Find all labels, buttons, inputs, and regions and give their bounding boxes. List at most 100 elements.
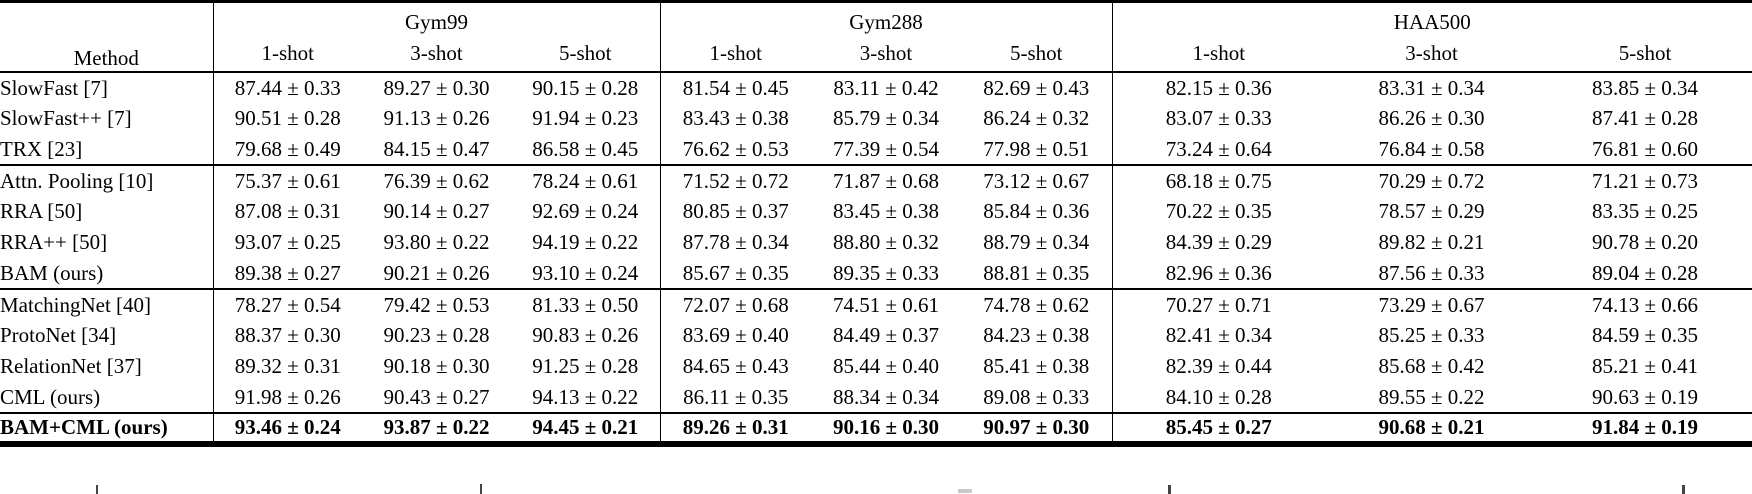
table-row: Attn. Pooling [10] 75.37 ± 0.61 76.39 ± 0.… <box>0 165 1752 196</box>
value-cell: 84.59 ± 0.35 <box>1592 323 1699 347</box>
results-table: Method Gym99 Gym288 HAA500 1-shot 3-shot 5-sho… <box>0 0 1752 447</box>
value-cell: 89.38 ± 0.27 <box>234 260 341 285</box>
value-cell: 93.87 ± 0.22 <box>383 415 490 439</box>
value-cell: 89.08 ± 0.33 <box>961 382 1113 413</box>
value-cell: 85.45 ± 0.27 <box>1165 415 1272 439</box>
value-cell: 87.41 ± 0.28 <box>1592 106 1699 130</box>
cropped-text-artifact <box>1682 485 1685 494</box>
value-cell: 72.07 ± 0.68 <box>682 292 789 317</box>
value-cell: 73.24 ± 0.64 <box>1165 136 1272 161</box>
value-cell: 88.80 ± 0.32 <box>833 230 940 254</box>
value-cell: 84.39 ± 0.29 <box>1165 230 1272 254</box>
value-cell: 73.29 ± 0.67 <box>1378 292 1485 317</box>
dataset-header: Gym99 <box>213 1 661 35</box>
value-cell: 76.81 ± 0.60 <box>1592 136 1699 161</box>
value-cell: 83.11 ± 0.42 <box>833 75 939 100</box>
value-cell: 83.43 ± 0.38 <box>682 106 789 130</box>
value-cell: 85.84 ± 0.36 <box>961 196 1113 227</box>
value-cell: 76.84 ± 0.58 <box>1378 136 1485 161</box>
value-cell: 90.63 ± 0.19 <box>1592 384 1699 409</box>
dataset-header: HAA500 <box>1393 10 1471 34</box>
shot-column-header: 1-shot <box>1192 40 1246 65</box>
value-cell: 70.29 ± 0.72 <box>1378 168 1485 193</box>
value-cell: 93.46 ± 0.24 <box>234 415 341 439</box>
value-cell: 75.37 ± 0.61 <box>234 168 341 193</box>
value-cell: 85.79 ± 0.34 <box>833 106 940 130</box>
shot-column-header: 5-shot <box>1618 40 1672 65</box>
value-cell: 73.12 ± 0.67 <box>961 165 1113 196</box>
method-cell: RelationNet [37] <box>0 351 214 382</box>
shot-column-header: 1-shot <box>709 40 763 65</box>
method-cell: BAM (ours) <box>0 258 214 289</box>
value-cell: 76.62 ± 0.53 <box>682 136 789 161</box>
row-group: MatchingNet [40] 78.27 ± 0.54 79.42 ± 0.53… <box>0 289 1752 413</box>
value-cell: 70.22 ± 0.35 <box>1165 199 1272 223</box>
value-cell: 90.68 ± 0.21 <box>1378 415 1485 439</box>
shot-column-header: 3-shot <box>859 40 913 65</box>
value-cell: 92.69 ± 0.24 <box>511 196 661 227</box>
method-cell: SlowFast++ [7] <box>0 103 214 134</box>
value-cell: 83.45 ± 0.38 <box>833 199 940 223</box>
value-cell: 90.83 ± 0.26 <box>511 320 661 351</box>
value-cell: 91.13 ± 0.26 <box>383 106 490 130</box>
value-cell: 71.21 ± 0.73 <box>1592 168 1699 193</box>
value-cell: 94.13 ± 0.22 <box>511 382 661 413</box>
table-row: SlowFast [7] 87.44 ± 0.33 89.27 ± 0.30 90.1… <box>0 72 1752 103</box>
cropped-text-artifact <box>96 485 98 494</box>
method-cell: Attn. Pooling [10] <box>0 165 214 196</box>
row-group: Attn. Pooling [10] 75.37 ± 0.61 76.39 ± 0.… <box>0 165 1752 289</box>
value-cell: 91.25 ± 0.28 <box>511 351 661 382</box>
value-cell: 82.15 ± 0.36 <box>1165 75 1272 100</box>
value-cell: 87.44 ± 0.33 <box>234 75 341 100</box>
value-cell: 85.68 ± 0.42 <box>1378 354 1485 378</box>
value-cell: 89.82 ± 0.21 <box>1378 230 1485 254</box>
table-row: TRX [23] 79.68 ± 0.49 84.15 ± 0.47 86.58 ± … <box>0 134 1752 165</box>
value-cell: 74.78 ± 0.62 <box>961 289 1113 320</box>
value-cell: 90.78 ± 0.20 <box>1592 230 1699 254</box>
value-cell: 79.42 ± 0.53 <box>383 292 490 317</box>
row-group: SlowFast [7] 87.44 ± 0.33 89.27 ± 0.30 90.1… <box>0 72 1752 165</box>
value-cell: 88.34 ± 0.34 <box>833 384 940 409</box>
value-cell: 85.25 ± 0.33 <box>1378 323 1485 347</box>
cropped-text-artifact <box>1168 485 1171 494</box>
value-cell: 82.39 ± 0.44 <box>1165 354 1272 378</box>
cropped-text-artifact <box>958 489 972 493</box>
table-row: ProtoNet [34] 88.37 ± 0.30 90.23 ± 0.28 90.… <box>0 320 1752 351</box>
value-cell: 78.57 ± 0.29 <box>1378 199 1485 223</box>
value-cell: 78.27 ± 0.54 <box>234 292 341 317</box>
value-cell: 85.67 ± 0.35 <box>682 260 789 285</box>
value-cell: 85.21 ± 0.41 <box>1592 354 1699 378</box>
value-cell: 77.98 ± 0.51 <box>961 134 1113 165</box>
value-cell: 78.24 ± 0.61 <box>511 165 661 196</box>
value-cell: 83.85 ± 0.34 <box>1592 75 1699 100</box>
value-cell: 86.11 ± 0.35 <box>683 384 789 409</box>
value-cell: 89.26 ± 0.31 <box>682 415 789 439</box>
value-cell: 83.69 ± 0.40 <box>682 323 789 347</box>
value-cell: 71.52 ± 0.72 <box>682 168 789 193</box>
value-cell: 81.33 ± 0.50 <box>511 289 661 320</box>
method-cell: RRA [50] <box>0 196 214 227</box>
table-row: CML (ours) 91.98 ± 0.26 90.43 ± 0.27 94.13 … <box>0 382 1752 413</box>
dataset-header: Gym288 <box>660 1 1113 35</box>
value-cell: 90.21 ± 0.26 <box>383 260 490 285</box>
value-cell: 91.98 ± 0.26 <box>234 384 341 409</box>
value-cell: 89.35 ± 0.33 <box>833 260 940 285</box>
row-group: BAM+CML (ours) 93.46 ± 0.24 93.87 ± 0.22 94… <box>0 413 1752 444</box>
value-cell: 84.49 ± 0.37 <box>833 323 940 347</box>
value-cell: 91.84 ± 0.19 <box>1592 415 1699 439</box>
value-cell: 68.18 ± 0.75 <box>1165 168 1272 193</box>
value-cell: 93.80 ± 0.22 <box>383 230 490 254</box>
method-column-header: Method <box>0 1 214 72</box>
value-cell: 79.68 ± 0.49 <box>234 136 341 161</box>
value-cell: 90.97 ± 0.30 <box>961 413 1113 444</box>
value-cell: 89.32 ± 0.31 <box>234 354 341 378</box>
value-cell: 83.31 ± 0.34 <box>1378 75 1485 100</box>
value-cell: 89.55 ± 0.22 <box>1378 384 1485 409</box>
table-row: RRA [50] 87.08 ± 0.31 90.14 ± 0.27 92.69 ± … <box>0 196 1752 227</box>
value-cell: 76.39 ± 0.62 <box>383 168 490 193</box>
value-cell: 82.96 ± 0.36 <box>1165 260 1272 285</box>
method-cell: TRX [23] <box>0 134 214 165</box>
value-cell: 90.16 ± 0.30 <box>833 415 940 439</box>
value-cell: 84.15 ± 0.47 <box>383 136 490 161</box>
